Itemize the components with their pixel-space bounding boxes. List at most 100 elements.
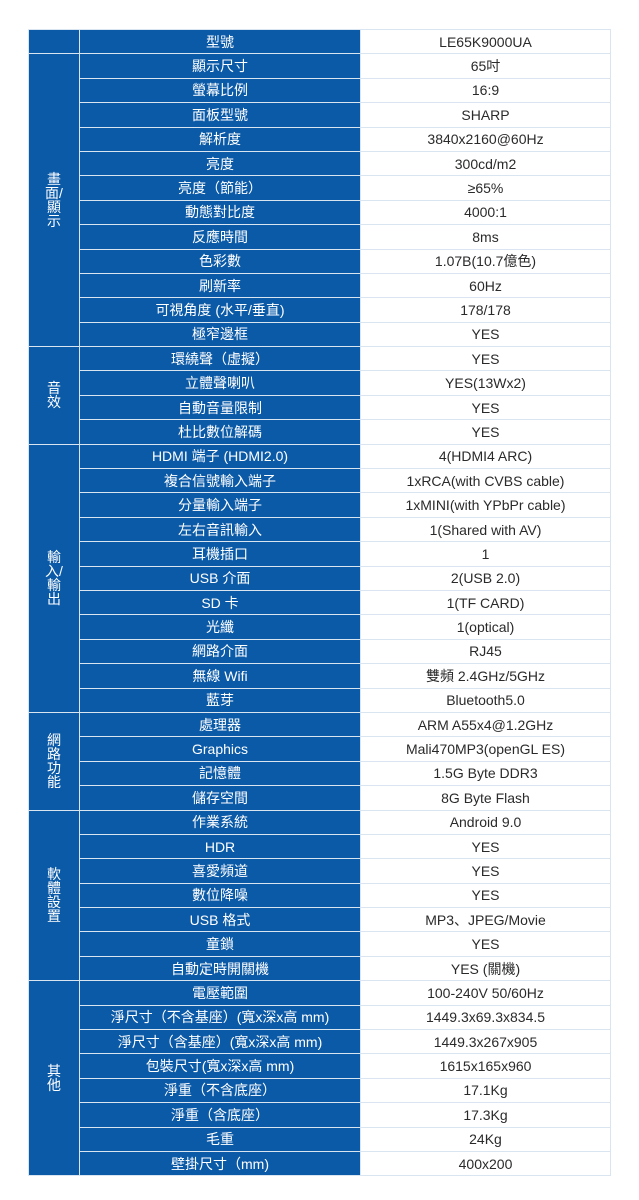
spec-label: 淨重（不含底座） bbox=[79, 1077, 361, 1104]
spec-label: 動態對比度 bbox=[79, 199, 361, 226]
group-label bbox=[28, 28, 80, 55]
spec-label: 淨尺寸（含基座）(寬x深x高 mm) bbox=[79, 1029, 361, 1055]
table-row: 其他 電壓範圍 100-240V 50/60Hz bbox=[28, 980, 611, 1177]
table-row: 亮度（節能） ≥65% bbox=[29, 175, 611, 201]
spec-label: 複合信號輸入端子 bbox=[79, 468, 361, 494]
table-row: 輸入/輸出 HDMI 端子 (HDMI2.0) 4(HDMI4 ARC) bbox=[28, 443, 611, 713]
spec-value: 8G Byte Flash bbox=[360, 785, 611, 811]
spec-value: YES bbox=[360, 931, 611, 957]
spec-label: 亮度 bbox=[79, 150, 361, 177]
table-row: 螢幕比例 16:9 bbox=[29, 77, 611, 104]
table-row: Graphics Mali470MP3(openGL ES) bbox=[29, 736, 611, 762]
spec-value: 1.5G Byte DDR3 bbox=[360, 760, 611, 787]
spec-value: 16:9 bbox=[360, 77, 611, 104]
table-row: 記憶體 1.5G Byte DDR3 bbox=[29, 760, 611, 787]
table-row: 光纖 1(optical) bbox=[29, 614, 611, 640]
spec-label: 可視角度 (水平/垂直) bbox=[79, 297, 361, 323]
table-row: 壁掛尺寸（mm) 400x200 bbox=[29, 1150, 611, 1177]
spec-value: Android 9.0 bbox=[360, 809, 611, 835]
spec-value: 1(TF CARD) bbox=[360, 589, 611, 616]
spec-value: 300cd/m2 bbox=[360, 150, 611, 177]
spec-value: 8ms bbox=[360, 224, 611, 250]
table-row: 複合信號輸入端子 1xRCA(with CVBS cable) bbox=[29, 468, 611, 494]
spec-table: 型號 LE65K9000UA 畫面/顯示 顯示尺寸 65吋 螢幕比例 16:9 面板型號 SHA… bbox=[28, 28, 611, 1177]
spec-value: 1615x165x960 bbox=[360, 1053, 611, 1079]
spec-label: 色彩數 bbox=[79, 248, 361, 274]
table-row: 網路功能 處理器 ARM A55x4@1.2GHz bbox=[28, 711, 611, 811]
spec-value: 100-240V 50/60Hz bbox=[360, 980, 611, 1006]
spec-value: YES(13Wx2) bbox=[360, 370, 611, 396]
table-row: HDR YES bbox=[29, 833, 611, 860]
spec-label: 處理器 bbox=[79, 711, 361, 738]
table-row: 童鎖 YES bbox=[29, 931, 611, 957]
spec-label: 型號 bbox=[79, 28, 361, 55]
group-label: 音效 bbox=[28, 346, 80, 445]
spec-value: LE65K9000UA bbox=[360, 28, 611, 55]
table-row: 無線 Wifi 雙頻 2.4GHz/5GHz bbox=[29, 663, 611, 689]
spec-value: 1(optical) bbox=[360, 614, 611, 640]
spec-value: YES bbox=[360, 833, 611, 860]
spec-value: 24Kg bbox=[360, 1126, 611, 1152]
table-row: 淨重（不含底座） 17.1Kg bbox=[29, 1077, 611, 1104]
spec-value: 1xRCA(with CVBS cable) bbox=[360, 468, 611, 494]
group-label-text: 音效 bbox=[47, 380, 61, 411]
spec-value: 2(USB 2.0) bbox=[360, 565, 611, 591]
spec-value: 178/178 bbox=[360, 297, 611, 323]
spec-value: YES bbox=[360, 882, 611, 909]
spec-table-body: 型號 LE65K9000UA 畫面/顯示 顯示尺寸 65吋 螢幕比例 16:9 面板型號 SHA… bbox=[28, 28, 611, 1177]
spec-label: 包裝尺寸(寬x深x高 mm) bbox=[79, 1053, 361, 1079]
spec-label: SD 卡 bbox=[79, 589, 361, 616]
spec-label: 網路介面 bbox=[79, 638, 361, 665]
spec-value: 1449.3x267x905 bbox=[360, 1029, 611, 1055]
table-row: 反應時間 8ms bbox=[29, 224, 611, 250]
table-row: 立體聲喇叭 YES(13Wx2) bbox=[29, 370, 611, 396]
group-label-text: 軟體設置 bbox=[47, 866, 61, 925]
spec-label: 立體聲喇叭 bbox=[79, 370, 361, 396]
spec-label: 極窄邊框 bbox=[79, 321, 361, 348]
group-label: 畫面/顯示 bbox=[28, 53, 80, 348]
spec-label: USB 格式 bbox=[79, 907, 361, 933]
table-row: 喜愛頻道 YES bbox=[29, 858, 611, 884]
table-row: 自動音量限制 YES bbox=[29, 394, 611, 421]
table-row: 包裝尺寸(寬x深x高 mm) 1615x165x960 bbox=[29, 1053, 611, 1079]
spec-label: 杜比數位解碼 bbox=[79, 419, 361, 445]
spec-label: 面板型號 bbox=[79, 102, 361, 128]
spec-value: 3840x2160@60Hz bbox=[360, 126, 611, 152]
table-row: 面板型號 SHARP bbox=[29, 102, 611, 128]
table-row: 淨重（含底座） 17.3Kg bbox=[29, 1102, 611, 1128]
table-row: 耳機插口 1 bbox=[29, 541, 611, 567]
spec-value: Mali470MP3(openGL ES) bbox=[360, 736, 611, 762]
group-label: 軟體設置 bbox=[28, 809, 80, 982]
spec-value: MP3、JPEG/Movie bbox=[360, 907, 611, 933]
spec-label: 環繞聲（虛擬） bbox=[79, 346, 361, 372]
spec-label: 童鎖 bbox=[79, 931, 361, 957]
table-row: 可視角度 (水平/垂直) 178/178 bbox=[29, 297, 611, 323]
table-row: 亮度 300cd/m2 bbox=[29, 150, 611, 177]
spec-label: 記憶體 bbox=[79, 760, 361, 787]
spec-label: Graphics bbox=[79, 736, 361, 762]
spec-label: 電壓範圍 bbox=[79, 980, 361, 1006]
spec-label: 左右音訊輸入 bbox=[79, 516, 361, 543]
spec-value: YES (關機) bbox=[360, 955, 611, 982]
spec-label: 螢幕比例 bbox=[79, 77, 361, 104]
table-row: USB 格式 MP3、JPEG/Movie bbox=[29, 907, 611, 933]
group-label-text: 網路功能 bbox=[47, 732, 61, 791]
spec-label: 數位降噪 bbox=[79, 882, 361, 909]
table-row: USB 介面 2(USB 2.0) bbox=[29, 565, 611, 591]
spec-value: 4000:1 bbox=[360, 199, 611, 226]
table-row: 毛重 24Kg bbox=[29, 1126, 611, 1152]
spec-value: Bluetooth5.0 bbox=[360, 687, 611, 713]
spec-value: YES bbox=[360, 858, 611, 884]
table-row: 儲存空間 8G Byte Flash bbox=[29, 785, 611, 811]
spec-label: 刷新率 bbox=[79, 272, 361, 299]
group-label: 輸入/輸出 bbox=[28, 443, 80, 713]
group-label: 其他 bbox=[28, 980, 80, 1177]
table-row: 淨尺寸（不含基座）(寬x深x高 mm) 1449.3x69.3x834.5 bbox=[29, 1004, 611, 1031]
spec-value: 1xMINI(with YPbPr cable) bbox=[360, 492, 611, 518]
spec-label: 儲存空間 bbox=[79, 785, 361, 811]
spec-value: 17.1Kg bbox=[360, 1077, 611, 1104]
spec-label: 毛重 bbox=[79, 1126, 361, 1152]
spec-value: 17.3Kg bbox=[360, 1102, 611, 1128]
spec-value: 400x200 bbox=[360, 1150, 611, 1177]
spec-value: 65吋 bbox=[360, 53, 611, 79]
